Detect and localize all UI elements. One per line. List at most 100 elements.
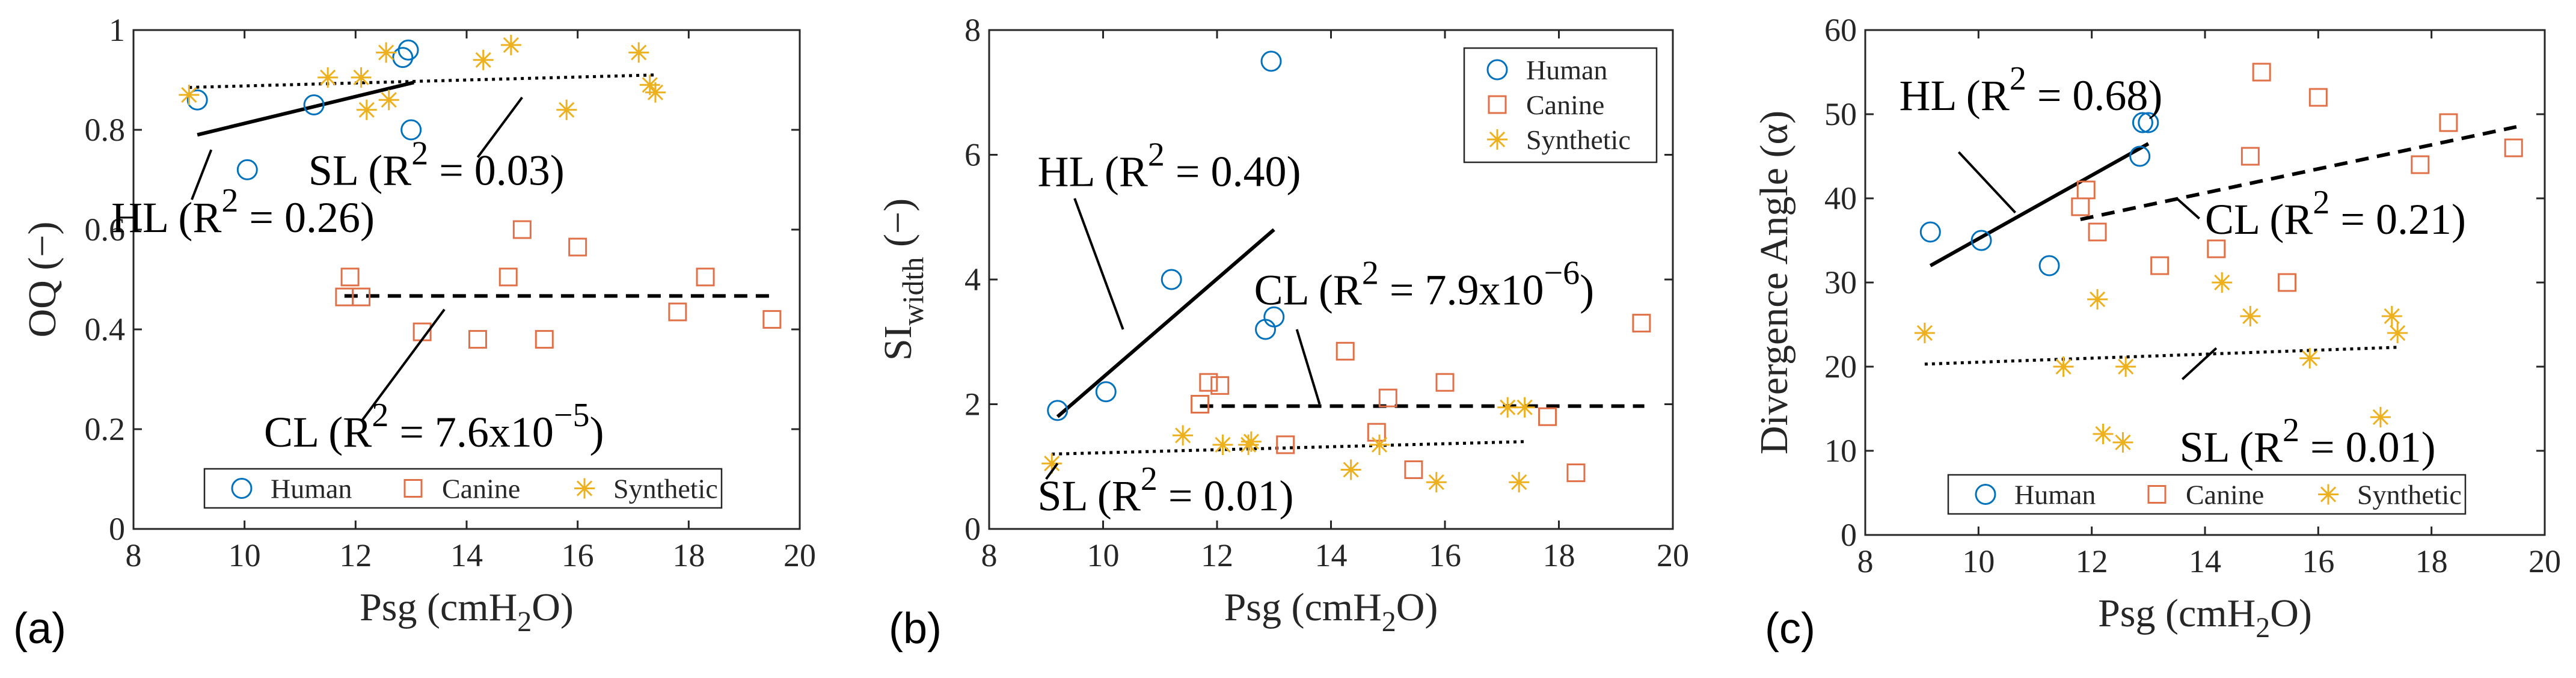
data-point-synthetic bbox=[500, 34, 521, 55]
x-tick-label: 12 bbox=[1201, 537, 1233, 573]
legend-marker-canine bbox=[1488, 95, 1507, 114]
annotation-text-pre: HL (R bbox=[1900, 72, 2010, 120]
data-point-synthetic bbox=[1340, 459, 1361, 480]
legend: Human Canine Synthetic bbox=[1947, 474, 2467, 515]
data-point-canine bbox=[2504, 138, 2523, 157]
data-point-human bbox=[2038, 255, 2060, 276]
annotation-text-post: = 0.26) bbox=[238, 194, 375, 242]
legend-entry-label: Synthetic bbox=[1526, 124, 1631, 155]
x-axis-label-main: Psg (cmH bbox=[2098, 591, 2256, 635]
data-point-canine bbox=[2150, 256, 2170, 275]
data-point-synthetic bbox=[1914, 323, 1935, 343]
annotation-leader-line bbox=[2181, 347, 2218, 380]
data-point-canine bbox=[568, 237, 587, 257]
annotation-text-post: = 0.01) bbox=[1158, 472, 1294, 520]
data-point-synthetic bbox=[378, 90, 399, 111]
y-tick-label: 40 bbox=[1824, 180, 1857, 216]
data-point-canine bbox=[1404, 460, 1423, 479]
data-point-canine bbox=[352, 287, 371, 307]
data-point-canine bbox=[668, 302, 687, 322]
annotation-text-close: ) bbox=[1580, 266, 1594, 314]
annotation-text-post: = 0.03) bbox=[428, 146, 565, 194]
data-point-synthetic bbox=[1509, 472, 1530, 493]
y-tick-label: 10 bbox=[1824, 433, 1857, 469]
fit-line-hl bbox=[1929, 142, 2150, 267]
y-tick-label: 0 bbox=[964, 511, 981, 547]
fit-line-cl bbox=[2080, 125, 2517, 221]
data-point-canine bbox=[1336, 341, 1355, 361]
y-tick-label: 1 bbox=[109, 12, 125, 48]
data-point-canine bbox=[2278, 273, 2297, 292]
data-point-synthetic bbox=[2381, 306, 2402, 326]
x-tick-label: 8 bbox=[1857, 543, 1874, 579]
series-synthetic bbox=[179, 34, 666, 120]
y-tick-label: 50 bbox=[1824, 96, 1857, 132]
legend-marker-synthetic bbox=[574, 478, 595, 499]
legend-marker-synthetic bbox=[2318, 484, 2338, 505]
data-point-synthetic bbox=[1426, 472, 1447, 493]
data-point-canine bbox=[2071, 197, 2090, 216]
annotation-text-post: = 0.21) bbox=[2329, 195, 2466, 243]
data-point-synthetic bbox=[356, 99, 377, 120]
panel-label: (c) bbox=[1765, 605, 1815, 653]
y-tick-label: 0 bbox=[109, 511, 125, 547]
x-axis-label-main: Psg (cmH bbox=[1224, 585, 1382, 629]
x-tick-label: 16 bbox=[2302, 543, 2334, 579]
x-tick-label: 10 bbox=[1962, 543, 1995, 579]
data-point-canine bbox=[1210, 376, 1230, 395]
legend-entry-label: Canine bbox=[442, 474, 520, 504]
legend-entry-label: Human bbox=[1526, 55, 1607, 85]
x-tick-label: 16 bbox=[1429, 537, 1461, 573]
legend-marker-human bbox=[231, 478, 253, 499]
data-point-canine bbox=[1191, 395, 1210, 414]
data-point-synthetic bbox=[2370, 407, 2391, 427]
legend-entry-label: Human bbox=[2014, 480, 2096, 510]
data-point-synthetic bbox=[1212, 434, 1233, 455]
data-point-synthetic bbox=[473, 49, 494, 70]
data-point-human bbox=[1263, 306, 1285, 328]
annotation-superscript: 2 bbox=[2283, 412, 2299, 449]
annotation-label: CL (R2 = 7.9x10−6) bbox=[1254, 255, 1595, 314]
data-point-human bbox=[2132, 112, 2153, 133]
data-point-human bbox=[2129, 145, 2151, 167]
data-point-canine bbox=[1538, 407, 1557, 426]
annotation-text-post: = 7.9x10 bbox=[1379, 266, 1544, 314]
legend: Human Canine Synthetic bbox=[203, 468, 723, 509]
data-point-canine bbox=[2207, 239, 2226, 258]
data-point-synthetic bbox=[2240, 306, 2261, 326]
x-axis-label: Psg (cmH2O) bbox=[360, 585, 574, 638]
annotation-label: CL (R2 = 0.21) bbox=[2205, 184, 2466, 243]
annotation-leader-line bbox=[1045, 462, 1059, 480]
y-tick-label: 8 bbox=[964, 12, 981, 48]
annotation-label: SL (R2 = 0.01) bbox=[1038, 460, 1294, 520]
data-point-human bbox=[303, 94, 325, 115]
annotation-text-post: = 0.68) bbox=[2026, 72, 2163, 120]
x-tick-label: 14 bbox=[2189, 543, 2221, 579]
annotation-superscript-exponent: −5 bbox=[554, 397, 590, 434]
y-tick-label: 6 bbox=[964, 137, 981, 173]
legend-box bbox=[203, 468, 723, 509]
legend-marker-human bbox=[1975, 484, 1996, 505]
annotation-leader-line bbox=[1957, 151, 2017, 214]
x-tick-label: 14 bbox=[1315, 537, 1348, 573]
x-tick-label: 12 bbox=[2076, 543, 2108, 579]
x-tick-label: 20 bbox=[784, 537, 816, 573]
data-point-human bbox=[1047, 400, 1069, 421]
data-point-synthetic bbox=[2299, 348, 2320, 368]
x-tick-label: 8 bbox=[981, 537, 998, 573]
data-point-canine bbox=[340, 267, 360, 287]
y-axis-label-main: SI bbox=[876, 325, 920, 361]
y-axis-label-main: OQ (−) bbox=[20, 221, 64, 337]
annotation-leader-line bbox=[1073, 198, 1124, 330]
annotation-text-pre: SL (R bbox=[308, 146, 411, 194]
annotation-leader-line bbox=[2176, 197, 2200, 220]
legend-marker-synthetic bbox=[1487, 129, 1507, 150]
data-point-canine bbox=[1276, 435, 1295, 454]
series-human bbox=[186, 39, 422, 180]
annotation-text-pre: SL (R bbox=[1038, 472, 1141, 520]
y-axis-label-tail: (−) bbox=[876, 198, 920, 257]
annotation-text-pre: CL (R bbox=[1254, 266, 1362, 314]
legend-entry-label: Synthetic bbox=[2357, 480, 2462, 510]
